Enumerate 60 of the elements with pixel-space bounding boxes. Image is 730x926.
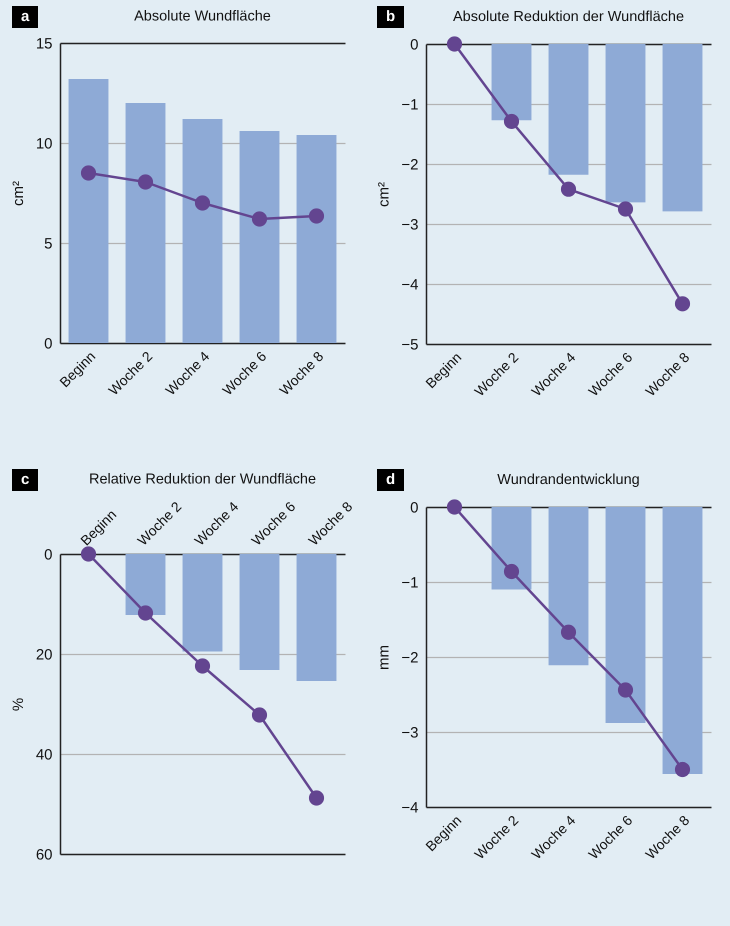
- y-tick-label: 40: [36, 746, 52, 764]
- point: [80, 165, 96, 181]
- point: [80, 546, 96, 562]
- y-tick-label: −4: [401, 276, 418, 294]
- y-tick-label: 5: [44, 236, 52, 252]
- point: [560, 182, 576, 197]
- bar: [182, 119, 222, 343]
- y-tick-label: 10: [36, 136, 52, 152]
- y-tick-label: −3: [401, 724, 418, 742]
- point: [504, 564, 520, 580]
- y-tick-label: 15: [36, 36, 52, 52]
- chart-title: Relative Reduktion der Wundfläche: [88, 472, 316, 488]
- point: [252, 707, 268, 723]
- text: a: [12, 6, 38, 28]
- y-tick-label: −3: [401, 216, 418, 234]
- point: [618, 201, 634, 217]
- chart-title: Absolute Wundfläche: [134, 8, 271, 24]
- y-tick-label: −4: [401, 800, 418, 816]
- y-tick-label: −2: [401, 650, 418, 666]
- y-axis-title: %: [10, 698, 27, 712]
- y-axis-title: cm²: [375, 182, 392, 207]
- point: [446, 36, 462, 52]
- y-tick-label: −5: [401, 336, 418, 354]
- point: [618, 682, 634, 698]
- y-axis-title: cm²: [10, 181, 27, 206]
- point: [138, 605, 154, 621]
- point: [446, 499, 462, 515]
- point: [308, 208, 324, 224]
- bar: [296, 554, 336, 681]
- text: d: [377, 469, 404, 491]
- y-tick-label: −1: [401, 96, 418, 114]
- y-tick-label: 0: [44, 336, 52, 352]
- y-tick-label: 60: [36, 846, 52, 864]
- text: c: [12, 469, 38, 491]
- point: [674, 296, 690, 312]
- y-tick-label: 20: [36, 646, 52, 664]
- bar: [296, 135, 336, 343]
- bar: [68, 79, 108, 343]
- point: [138, 174, 154, 190]
- point: [194, 195, 210, 211]
- text: b: [377, 6, 404, 28]
- point: [674, 762, 690, 778]
- bar: [126, 103, 166, 343]
- point: [308, 790, 324, 806]
- point: [194, 658, 210, 674]
- y-tick-label: 0: [410, 36, 418, 54]
- y-axis-title: mm: [375, 645, 392, 670]
- y-tick-label: 0: [410, 500, 418, 516]
- bar: [240, 131, 280, 343]
- y-tick-label: −1: [401, 574, 418, 592]
- y-tick-label: −2: [401, 156, 418, 174]
- bar: [126, 554, 166, 615]
- bar: [182, 554, 222, 652]
- chart-title: Absolute Reduktion der Wundfläche: [452, 8, 684, 25]
- point: [504, 114, 520, 129]
- bar: [240, 554, 280, 670]
- y-tick-label: 0: [44, 546, 52, 564]
- point: [560, 624, 576, 640]
- point: [252, 211, 268, 227]
- chart-title: Wundrandentwicklung: [497, 472, 640, 488]
